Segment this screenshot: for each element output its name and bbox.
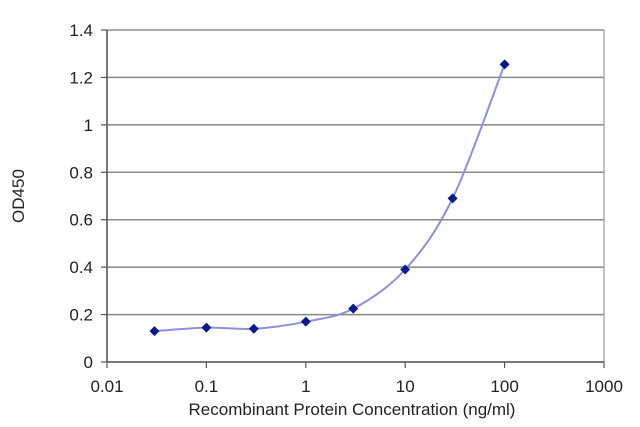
data-point (201, 322, 212, 333)
x-axis-title: Recombinant Protein Concentration (ng/ml… (189, 400, 516, 419)
x-tick-label: 100 (490, 377, 518, 396)
y-tick-label: 0.8 (69, 163, 93, 182)
y-tick-label: 1.4 (69, 21, 93, 40)
y-tick-label: 1 (84, 116, 93, 135)
grid-lines (107, 29, 604, 316)
y-tick-label: 0.6 (69, 211, 93, 230)
y-tick-label: 0.2 (69, 306, 93, 325)
x-tick-label: 1 (301, 377, 310, 396)
plot-frame (106, 29, 605, 363)
data-point (400, 264, 411, 275)
data-point (248, 323, 259, 334)
axes (101, 29, 605, 368)
y-tick-labels: 0 0.2 0.4 0.6 0.8 1 1.2 1.4 (69, 21, 93, 372)
x-tick-label: 10 (396, 377, 415, 396)
data-point (499, 59, 510, 70)
y-tick-label: 0 (84, 353, 93, 372)
x-tick-label: 0.01 (90, 377, 123, 396)
y-tick-label: 0.4 (69, 258, 93, 277)
data-point (300, 316, 311, 327)
x-tick-labels: 0.01 0.1 1 10 100 1000 (90, 377, 622, 396)
data-point (447, 193, 458, 204)
x-tick-label: 0.1 (195, 377, 219, 396)
series-layer (149, 59, 510, 337)
data-point (348, 303, 359, 314)
y-axis-title: OD450 (9, 169, 28, 223)
x-tick-label: 1000 (585, 377, 623, 396)
y-tick-label: 1.2 (69, 68, 93, 87)
data-point (149, 326, 160, 337)
